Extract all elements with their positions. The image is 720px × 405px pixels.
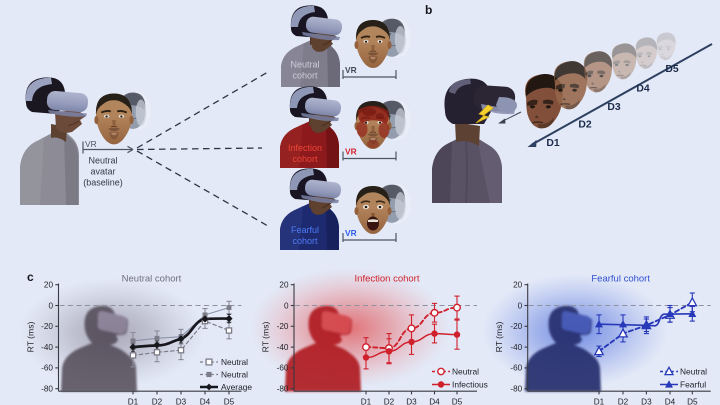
svg-text:c: c <box>27 270 34 284</box>
svg-text:D4: D4 <box>636 84 650 95</box>
svg-text:RT (ms): RT (ms) <box>261 322 271 353</box>
svg-text:-60: -60 <box>510 364 522 373</box>
svg-text:D1: D1 <box>546 138 560 149</box>
svg-text:D4: D4 <box>429 398 440 405</box>
svg-text:VR: VR <box>345 65 357 75</box>
svg-text:D2: D2 <box>578 120 592 131</box>
svg-text:-20: -20 <box>277 322 289 331</box>
svg-text:Average: Average <box>221 382 252 392</box>
svg-text:-20: -20 <box>510 322 522 331</box>
svg-text:-80: -80 <box>510 385 522 394</box>
svg-text:D1: D1 <box>594 398 605 405</box>
svg-text:b: b <box>425 3 432 17</box>
svg-text:Infection cohort: Infection cohort <box>355 274 420 285</box>
svg-text:D4: D4 <box>665 398 676 405</box>
svg-text:RT (ms): RT (ms) <box>494 322 504 353</box>
svg-text:D2: D2 <box>152 398 163 405</box>
svg-text:Fearful: Fearful <box>680 380 706 390</box>
svg-text:0: 0 <box>518 301 523 310</box>
svg-text:VR: VR <box>345 147 357 157</box>
svg-text:-80: -80 <box>277 385 289 394</box>
svg-text:-60: -60 <box>41 364 53 373</box>
svg-text:D3: D3 <box>406 398 417 405</box>
svg-text:Neutral: Neutral <box>221 357 248 367</box>
svg-text:-40: -40 <box>41 343 53 352</box>
svg-text:Neutral: Neutral <box>680 367 707 377</box>
svg-text:20: 20 <box>513 281 523 290</box>
svg-text:VR: VR <box>345 228 357 238</box>
svg-text:D4: D4 <box>200 398 211 405</box>
svg-text:cohort: cohort <box>292 154 318 164</box>
svg-text:D3: D3 <box>607 102 621 113</box>
svg-text:cohort: cohort <box>292 236 318 246</box>
svg-text:D1: D1 <box>128 398 139 405</box>
svg-text:Neutral: Neutral <box>452 367 479 377</box>
svg-text:20: 20 <box>44 281 54 290</box>
svg-text:avatar: avatar <box>90 167 115 177</box>
svg-text:-60: -60 <box>277 364 289 373</box>
svg-text:D5: D5 <box>665 64 679 75</box>
svg-text:D2: D2 <box>384 398 395 405</box>
svg-text:-40: -40 <box>277 343 289 352</box>
svg-text:Neutral cohort: Neutral cohort <box>122 274 182 285</box>
svg-text:Infectious: Infectious <box>452 380 488 390</box>
svg-text:20: 20 <box>279 281 289 290</box>
svg-text:D3: D3 <box>641 398 652 405</box>
svg-text:D1: D1 <box>361 398 372 405</box>
svg-text:-40: -40 <box>510 343 522 352</box>
svg-text:RT (ms): RT (ms) <box>26 322 36 353</box>
svg-text:-20: -20 <box>41 322 53 331</box>
svg-text:Infection: Infection <box>288 143 322 153</box>
svg-text:(baseline): (baseline) <box>83 178 123 188</box>
svg-text:VR: VR <box>85 139 97 149</box>
svg-text:D5: D5 <box>224 398 235 405</box>
svg-text:0: 0 <box>284 301 289 310</box>
svg-text:cohort: cohort <box>292 71 318 81</box>
svg-text:Fearful cohort: Fearful cohort <box>591 274 650 285</box>
svg-text:Neutral: Neutral <box>290 60 319 70</box>
svg-text:Neutral: Neutral <box>221 370 248 380</box>
svg-text:D5: D5 <box>687 398 698 405</box>
svg-text:D2: D2 <box>618 398 629 405</box>
svg-text:D5: D5 <box>452 398 463 405</box>
svg-text:Fearful: Fearful <box>291 225 319 235</box>
svg-text:0: 0 <box>48 301 53 310</box>
svg-text:D3: D3 <box>176 398 187 405</box>
svg-text:Neutral: Neutral <box>88 156 117 166</box>
svg-text:-80: -80 <box>41 385 53 394</box>
